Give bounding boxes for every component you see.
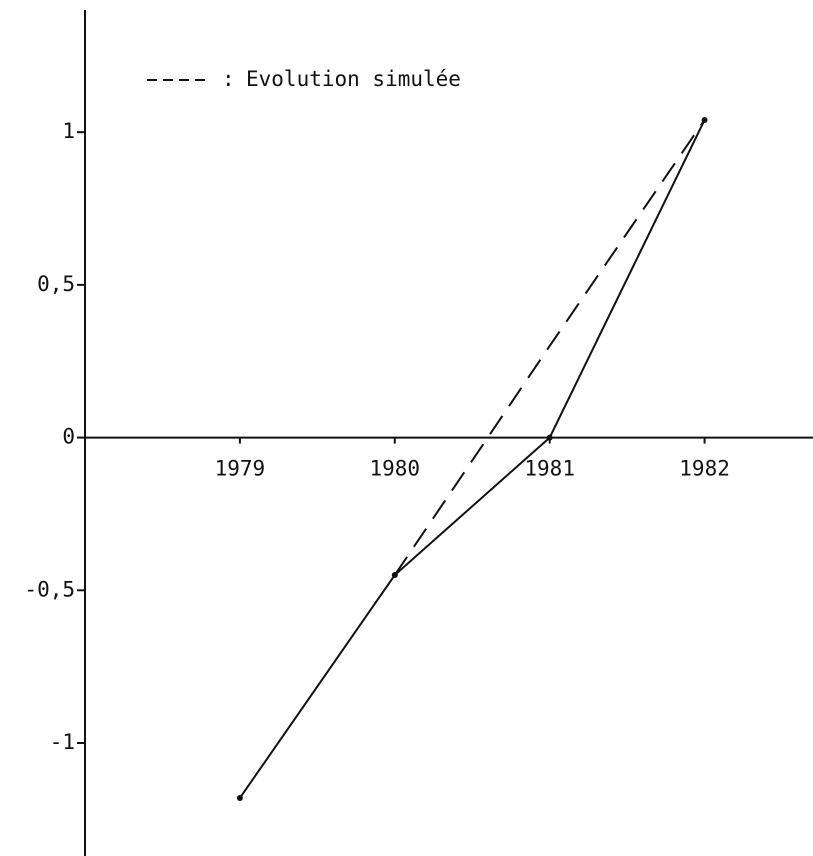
y-tick-label: -1 bbox=[50, 730, 75, 754]
y-tick-label: -0,5 bbox=[24, 577, 75, 601]
y-tick-label: 0 bbox=[62, 425, 75, 449]
y-tick-label: 1 bbox=[62, 119, 75, 143]
x-tick-label: 1980 bbox=[369, 457, 420, 481]
y-tick-label: 0,5 bbox=[37, 272, 75, 296]
legend-separator: : bbox=[222, 67, 235, 91]
x-tick-label: 1982 bbox=[679, 457, 730, 481]
data-point bbox=[546, 434, 553, 441]
x-tick-label: 1981 bbox=[524, 457, 575, 481]
series-line bbox=[239, 119, 706, 799]
data-point bbox=[236, 794, 243, 801]
legend-label: Evolution simulée bbox=[246, 67, 461, 91]
series-line bbox=[393, 119, 706, 576]
x-tick-label: 1979 bbox=[215, 457, 266, 481]
